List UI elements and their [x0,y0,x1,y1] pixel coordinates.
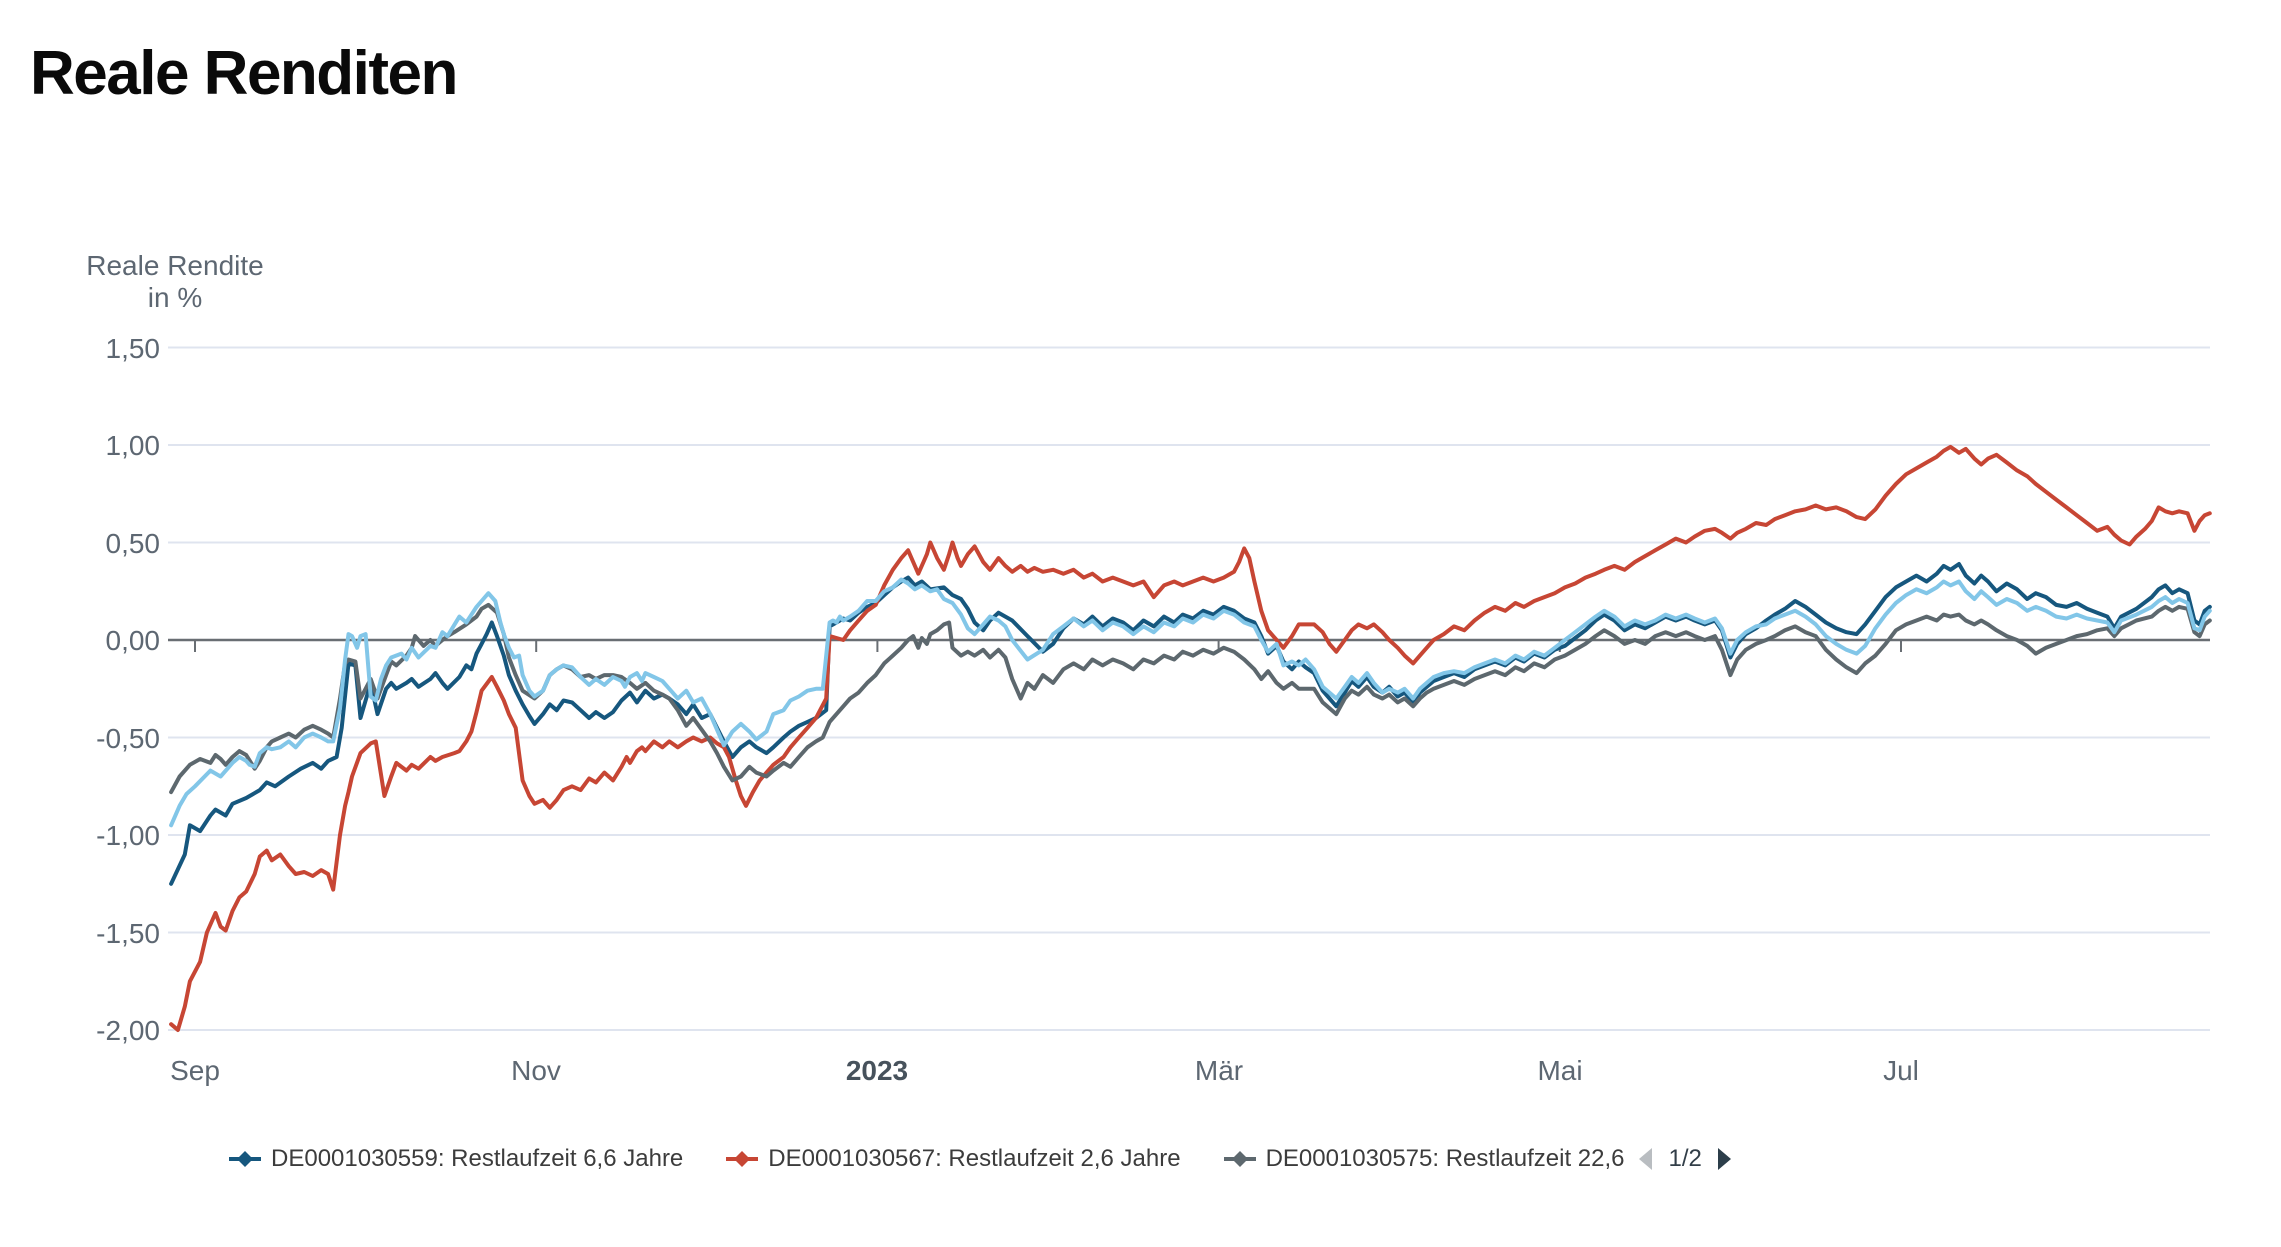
legend-page-indicator: 1/2 [1668,1145,1702,1172]
x-tick-label-jul: Jul [1883,1055,1919,1086]
y-tick-label: 0,50 [105,528,161,559]
legend-item-de0001030559[interactable]: DE0001030559: Restlaufzeit 6,6 Jahre [228,1145,683,1173]
legend: DE0001030559: Restlaufzeit 6,6 Jahre DE0… [228,1136,1734,1182]
legend-item-label: DE0001030575: Restlaufzeit 22,6 [1265,1145,1625,1172]
x-tick-label-sep: Sep [170,1055,220,1086]
y-tick-label: -0,50 [96,723,160,754]
legend-pager: 1/2 [1636,1145,1733,1173]
x-tick-label-maer: Mär [1194,1055,1244,1086]
legend-marker-icon [1223,1151,1256,1167]
legend-prev-page-icon[interactable] [1636,1146,1654,1172]
legend-marker-icon [229,1151,261,1167]
series-line-1 [169,444,2212,1032]
y-tick-label: 0,00 [105,625,161,656]
y-tick-label: 1,00 [105,430,161,461]
legend-item-de0001030567[interactable]: DE0001030567: Restlaufzeit 2,6 Jahre [725,1145,1181,1173]
y-tick-label: -2,00 [96,1015,160,1046]
y-tick-label: -1,00 [96,820,160,851]
legend-item-label: DE0001030559: Restlaufzeit 6,6 Jahre [271,1145,684,1172]
y-tick-label: -1,50 [96,918,160,949]
legend-item-de0001030575[interactable]: DE0001030575: Restlaufzeit 22,6 [1223,1145,1625,1173]
y-tick-label: 1,50 [105,333,161,364]
y-axis-title: Reale Rendite in % [55,250,295,314]
series-line-0 [169,562,2212,886]
y-axis-title-line2: in % [147,282,203,313]
legend-item-label: DE0001030567: Restlaufzeit 2,6 Jahre [768,1145,1181,1172]
series-line-2 [169,602,2212,795]
legend-next-page-icon[interactable] [1716,1146,1734,1172]
x-tick-label-mai: Mai [1537,1055,1583,1086]
page-title: Reale Renditen [30,39,458,108]
y-axis-title-line1: Reale Rendite [86,250,264,281]
series-line-3 [169,577,2212,828]
x-tick-label-2023: 2023 [845,1055,909,1086]
legend-marker-icon [726,1151,759,1167]
x-tick-label-nov: Nov [511,1055,561,1086]
